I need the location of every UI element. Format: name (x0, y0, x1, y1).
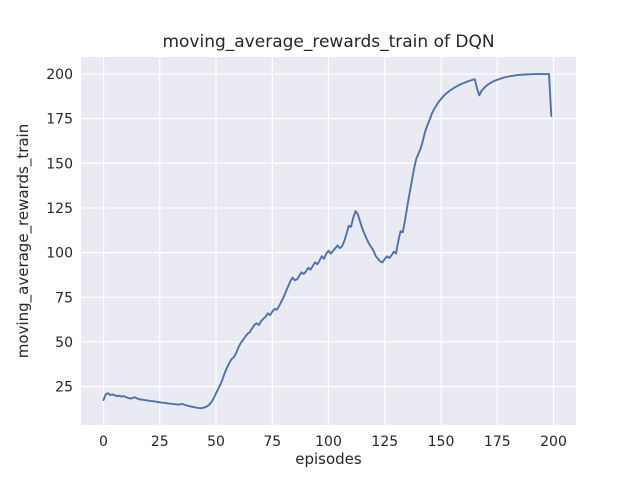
x-tick-label: 125 (371, 434, 398, 450)
y-tick-label: 25 (55, 380, 73, 396)
y-tick-label: 75 (55, 290, 73, 306)
y-axis-label: moving_average_rewards_train (14, 124, 33, 358)
x-axis-label: episodes (295, 450, 362, 468)
x-tick-labels: 0 25 50 75 100 125 150 175 200 (99, 434, 567, 450)
x-tick-label: 75 (263, 434, 281, 450)
x-tick-label: 50 (207, 434, 225, 450)
y-tick-label: 100 (46, 246, 73, 262)
y-tick-label: 175 (46, 112, 73, 128)
y-tick-label: 125 (46, 201, 73, 217)
x-tick-label: 25 (151, 434, 169, 450)
y-tick-label: 200 (46, 67, 73, 83)
y-tick-label: 150 (46, 156, 73, 172)
chart-title: moving_average_rewards_train of DQN (162, 32, 494, 52)
x-tick-label: 100 (315, 434, 342, 450)
gridlines (81, 57, 576, 425)
x-tick-label: 0 (99, 434, 108, 450)
x-tick-label: 200 (540, 434, 567, 450)
y-tick-label: 50 (55, 335, 73, 351)
x-tick-label: 150 (428, 434, 455, 450)
reward-series-line (102, 73, 553, 410)
x-tick-label: 175 (484, 434, 511, 450)
y-tick-labels: 25 50 75 100 125 150 175 200 (46, 67, 73, 396)
